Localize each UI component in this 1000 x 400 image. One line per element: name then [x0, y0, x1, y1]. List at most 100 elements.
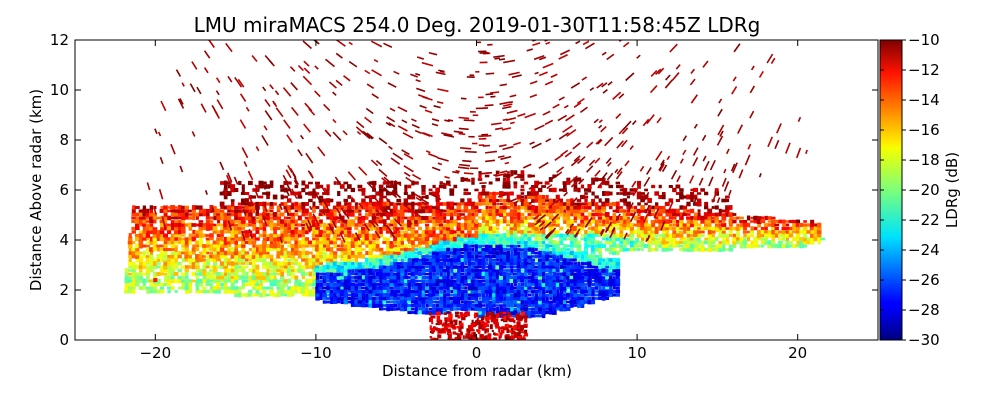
echo-pixel [460, 303, 465, 308]
echo-pixel [488, 279, 493, 283]
echo-pixel [453, 268, 457, 273]
echo-pixel [457, 265, 461, 269]
noise-gate [732, 162, 738, 174]
echo-pixel [661, 192, 666, 195]
echo-pixel [520, 282, 525, 287]
echo-pixel [361, 229, 366, 235]
echo-pixel [615, 233, 621, 238]
echo-pixel [530, 240, 536, 245]
echo-pixel [482, 220, 486, 223]
echo-pixel [573, 220, 578, 223]
echo-pixel [488, 282, 493, 287]
echo-pixel [442, 282, 447, 287]
echo-pixel [559, 303, 564, 308]
echo-pixel [432, 303, 436, 308]
echo-pixel [693, 187, 699, 193]
echo-pixel [209, 216, 214, 220]
echo-pixel [375, 296, 380, 301]
echo-pixel [265, 209, 271, 213]
echo-pixel [417, 261, 422, 266]
echo-pixel [156, 278, 161, 284]
echo-pixel [470, 289, 476, 294]
echo-pixel [371, 241, 377, 244]
echo-pixel [184, 205, 190, 210]
echo-pixel [453, 240, 457, 245]
echo-pixel [474, 247, 479, 252]
echo-pixel [538, 285, 542, 291]
echo-pixel [523, 240, 528, 245]
echo-pixel [220, 264, 224, 270]
echo-pixel [234, 187, 239, 193]
echo-pixel [767, 220, 772, 223]
echo-pixel [467, 222, 472, 228]
echo-pixel [326, 188, 330, 192]
echo-pixel [668, 198, 674, 203]
echo-pixel [555, 223, 560, 227]
noise-gate [639, 165, 645, 172]
echo-pixel [594, 209, 599, 213]
noise-gate [326, 206, 330, 212]
echo-pixel [583, 205, 589, 210]
echo-pixel [499, 191, 504, 196]
echo-pixel [503, 174, 507, 178]
noise-gate [388, 122, 396, 128]
echo-pixel [446, 271, 450, 277]
echo-pixel [350, 286, 356, 290]
echo-pixel [347, 254, 352, 259]
echo-pixel [619, 236, 624, 242]
echo-pixel [425, 251, 429, 255]
echo-pixel [601, 296, 606, 301]
echo-pixel [450, 268, 454, 273]
echo-pixel [318, 212, 324, 217]
noise-gate [324, 129, 332, 137]
echo-pixel [322, 286, 328, 290]
echo-pixel [450, 289, 454, 294]
echo-pixel [290, 254, 296, 259]
echo-pixel [400, 202, 404, 206]
echo-pixel [587, 278, 592, 284]
echo-pixel [707, 208, 713, 214]
echo-pixel [153, 275, 157, 280]
echo-pixel [650, 233, 656, 238]
noise-gate [264, 54, 274, 65]
echo-pixel [739, 236, 744, 242]
echo-pixel [135, 254, 140, 259]
echo-pixel [326, 223, 330, 227]
echo-pixel [145, 262, 150, 265]
echo-pixel [491, 261, 497, 266]
noise-gate [464, 150, 477, 154]
echo-pixel [142, 282, 146, 287]
echo-pixel [410, 237, 416, 241]
echo-pixel [435, 283, 441, 286]
echo-pixel [184, 282, 189, 287]
echo-pixel [305, 264, 309, 270]
echo-pixel [304, 184, 310, 189]
noise-gate [365, 107, 374, 115]
echo-pixel [392, 208, 398, 214]
echo-pixel [488, 262, 493, 265]
echo-pixel [393, 244, 398, 248]
echo-pixel [400, 285, 405, 291]
echo-pixel [142, 244, 147, 248]
echo-pixel [562, 257, 568, 263]
noise-gate [642, 118, 650, 127]
echo-pixel [481, 283, 486, 286]
echo-pixel [354, 205, 358, 210]
echo-pixel [170, 268, 176, 273]
echo-pixel [510, 244, 514, 248]
echo-pixel [439, 250, 444, 256]
noise-gate [372, 195, 381, 205]
echo-pixel [601, 261, 607, 266]
echo-pixel [308, 198, 313, 203]
echo-pixel [452, 247, 458, 252]
echo-pixel [470, 296, 476, 301]
noise-gate [222, 190, 227, 198]
echo-pixel [650, 240, 656, 245]
echo-pixel [538, 255, 542, 258]
echo-pixel [442, 265, 447, 269]
echo-pixel [340, 205, 345, 210]
echo-pixel [417, 219, 423, 224]
echo-pixel [372, 285, 377, 291]
echo-pixel [177, 251, 182, 255]
echo-pixel [711, 219, 716, 224]
